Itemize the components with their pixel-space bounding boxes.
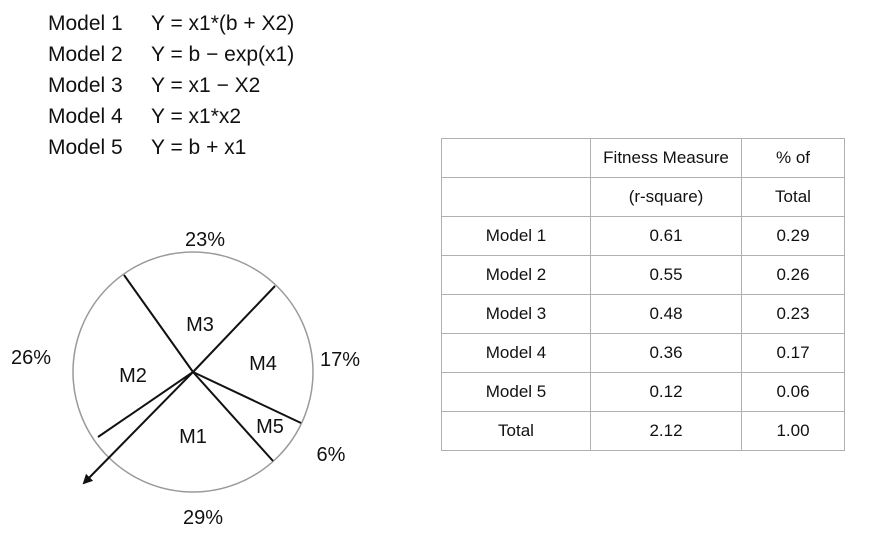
table-row: Model 5 0.12 0.06	[441, 372, 845, 412]
model-formula: Y = b + x1	[151, 136, 247, 159]
model-list: Model 1 Y = x1*(b + X2) Model 2 Y = b − ex…	[48, 8, 294, 163]
table-cell: Model 4	[441, 333, 591, 373]
table-cell: 0.06	[741, 372, 845, 412]
model-name: Model 4	[48, 105, 123, 128]
model-name: Model 1	[48, 12, 123, 35]
table-cell: 0.36	[590, 333, 742, 373]
slice-divider-m3-m4	[192, 285, 276, 373]
model-formula: Y = x1*x2	[151, 105, 242, 128]
slice-label-m2: M2	[119, 365, 147, 387]
table-row: Model 3 0.48 0.23	[441, 294, 845, 334]
model-name: Model 5	[48, 136, 123, 159]
pie-svg: M1 M2 M3 M4 M5 29% 26% 23% 17% 6%	[11, 229, 360, 529]
table-cell: 0.61	[590, 216, 742, 256]
model-formula: Y = x1*(b + X2)	[151, 12, 295, 35]
slice-divider-m1-m2	[97, 371, 194, 438]
table-cell: 0.26	[741, 255, 845, 295]
pie-outline	[72, 251, 314, 493]
table-cell: Model 3	[441, 294, 591, 334]
table-cell: Model 2	[441, 255, 591, 295]
percent-label-m2: 26%	[11, 347, 51, 369]
table-cell: 0.12	[590, 372, 742, 412]
model-definition: Model 5 Y = b + x1	[48, 132, 294, 163]
table-header-row: (r-square) Total	[441, 177, 845, 217]
table-cell: 1.00	[741, 411, 845, 451]
table-header-row: Fitness Measure % of	[441, 138, 845, 178]
slice-divider-m2-m3	[123, 274, 194, 373]
model-definition: Model 1 Y = x1*(b + X2)	[48, 8, 294, 39]
table-header-cell	[441, 138, 591, 178]
model-name: Model 3	[48, 74, 123, 97]
table-cell: 0.29	[741, 216, 845, 256]
percent-label-m4: 17%	[320, 349, 360, 371]
table-row: Model 1 0.61 0.29	[441, 216, 845, 256]
model-definition: Model 3 Y = x1 − X2	[48, 70, 294, 101]
arrow-pointer	[82, 371, 194, 485]
table-header-cell: Total	[741, 177, 845, 217]
table-row: Model 4 0.36 0.17	[441, 333, 845, 373]
table-cell: Model 1	[441, 216, 591, 256]
slice-label-m3: M3	[186, 314, 214, 336]
table-header-cell: % of	[741, 138, 845, 178]
percent-label-m1: 29%	[183, 507, 223, 529]
slice-label-m5: M5	[256, 416, 284, 438]
fitness-table: Fitness Measure % of (r-square) Total Mo…	[441, 138, 845, 451]
table-cell: 2.12	[590, 411, 742, 451]
model-formula: Y = b − exp(x1)	[151, 43, 295, 66]
model-definition: Model 4 Y = x1*x2	[48, 101, 294, 132]
table-cell: 0.23	[741, 294, 845, 334]
percent-label-m3: 23%	[185, 229, 225, 251]
slice-divider-m4-m5	[192, 371, 302, 424]
table-cell: 0.17	[741, 333, 845, 373]
table-cell: 0.48	[590, 294, 742, 334]
table-header-cell: (r-square)	[590, 177, 742, 217]
table-total-row: Total 2.12 1.00	[441, 411, 845, 451]
model-name: Model 2	[48, 43, 123, 66]
table-row: Model 2 0.55 0.26	[441, 255, 845, 295]
slice-divider-m5-m1	[192, 371, 274, 462]
table-header-cell	[441, 177, 591, 217]
table-header-cell: Fitness Measure	[590, 138, 742, 178]
slice-label-m1: M1	[179, 426, 207, 448]
percent-label-m5: 6%	[317, 444, 346, 466]
table-cell: Total	[441, 411, 591, 451]
slice-label-m4: M4	[249, 353, 277, 375]
table-cell: 0.55	[590, 255, 742, 295]
model-definition: Model 2 Y = b − exp(x1)	[48, 39, 294, 70]
pie-diagram: M1 M2 M3 M4 M5 29% 26% 23% 17% 6%	[0, 210, 420, 532]
model-formula: Y = x1 − X2	[151, 74, 261, 97]
table-cell: Model 5	[441, 372, 591, 412]
